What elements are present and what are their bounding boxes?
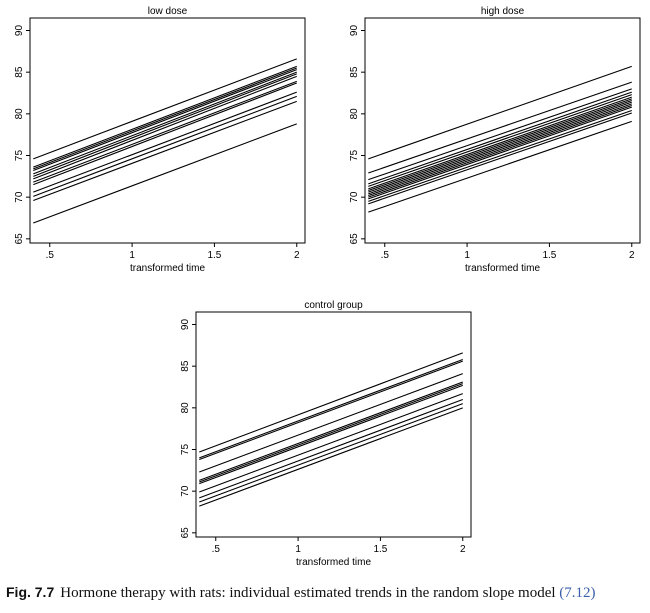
y-tick-label: 85: [349, 66, 360, 78]
trend-line: [368, 81, 632, 174]
trend-line: [33, 95, 297, 197]
x-tick-label: .5: [381, 250, 390, 261]
trend-line: [199, 398, 463, 499]
y-tick-label: 65: [14, 233, 25, 245]
chart-title: low dose: [148, 6, 188, 17]
trend-line: [199, 360, 463, 461]
y-tick-label: 75: [180, 444, 191, 456]
trend-line: [368, 98, 632, 192]
caption-equation-link[interactable]: (7.12): [559, 585, 596, 601]
trend-line: [33, 75, 297, 180]
trend-line: [368, 96, 632, 190]
x-tick-label: 1.5: [207, 250, 221, 261]
trend-line: [199, 358, 463, 459]
plot-frame: [364, 17, 641, 244]
caption-label: Fig. 7.7: [6, 584, 55, 600]
trend-line: [368, 106, 632, 200]
x-tick-label: 2: [629, 250, 635, 261]
y-tick-label: 75: [349, 150, 360, 162]
chart-panel-3: control group transformed time .5 1 1.5 2 65 70…: [180, 300, 472, 568]
y-tick-label: 85: [180, 360, 191, 372]
x-tick-label: 1.5: [373, 544, 387, 555]
trend-line: [33, 67, 297, 170]
chart-title: high dose: [481, 6, 525, 17]
trend-line: [368, 94, 632, 187]
chart-panel-2: high dose transformed time .5 1 1.5 2 65 70 75 80…: [349, 6, 641, 274]
trend-line: [33, 123, 297, 224]
trend-line: [368, 101, 632, 195]
x-tick-label: 1: [464, 250, 470, 261]
trend-line: [33, 100, 297, 202]
y-tick-label: 90: [180, 319, 191, 331]
trend-line: [199, 383, 463, 483]
x-tick-label: 1: [295, 544, 301, 555]
trend-line: [33, 69, 297, 172]
trend-line: [33, 65, 297, 168]
plot-frame: [29, 17, 306, 244]
y-tick-label: 90: [349, 25, 360, 37]
y-tick-label: 80: [180, 402, 191, 414]
x-tick-label: 1.5: [542, 250, 556, 261]
trend-line: [199, 384, 463, 485]
trend-line: [199, 403, 463, 503]
trend-line: [368, 104, 632, 198]
trend-line: [199, 393, 463, 493]
y-tick-label: 80: [349, 108, 360, 120]
trend-line: [368, 120, 632, 213]
x-tick-label: 2: [460, 544, 466, 555]
trend-line: [199, 381, 463, 481]
trend-line: [33, 73, 297, 177]
x-axis-label: transformed time: [296, 557, 371, 568]
y-tick-label: 75: [14, 150, 25, 162]
trend-line: [368, 99, 632, 193]
trend-line: [199, 407, 463, 507]
trend-line: [368, 91, 632, 185]
trend-line: [33, 91, 297, 193]
y-tick-label: 85: [14, 66, 25, 78]
x-tick-label: 1: [129, 250, 135, 261]
x-tick-label: .5: [46, 250, 55, 261]
trend-line: [368, 112, 632, 205]
y-tick-label: 65: [349, 233, 360, 245]
x-axis-label: transformed time: [130, 263, 205, 274]
x-axis-label: transformed time: [465, 263, 540, 274]
trend-line: [33, 58, 297, 160]
trend-line: [33, 71, 297, 175]
caption-text: Hormone therapy with rats: individual es…: [60, 585, 560, 601]
y-tick-label: 80: [14, 108, 25, 120]
y-tick-label: 65: [180, 527, 191, 539]
trend-line: [368, 88, 632, 181]
y-tick-label: 70: [14, 191, 25, 203]
trend-line: [199, 373, 463, 473]
trend-line: [368, 65, 632, 160]
y-tick-label: 90: [14, 25, 25, 37]
trend-line: [33, 82, 297, 186]
trend-line: [199, 352, 463, 453]
chart-panel-1: low dose transformed time .5 1 1.5 2 65 70 75 80 8…: [14, 6, 306, 274]
figure-caption: Fig. 7.7 Hormone therapy with rats: indiv…: [6, 584, 646, 602]
x-tick-label: .5: [212, 544, 221, 555]
y-tick-label: 70: [349, 191, 360, 203]
trend-line: [368, 103, 632, 197]
y-tick-label: 70: [180, 485, 191, 497]
trend-line: [33, 80, 297, 183]
plot-frame: [195, 311, 472, 538]
chart-title: control group: [304, 300, 363, 311]
x-tick-label: 2: [294, 250, 300, 261]
trend-line: [368, 109, 632, 202]
